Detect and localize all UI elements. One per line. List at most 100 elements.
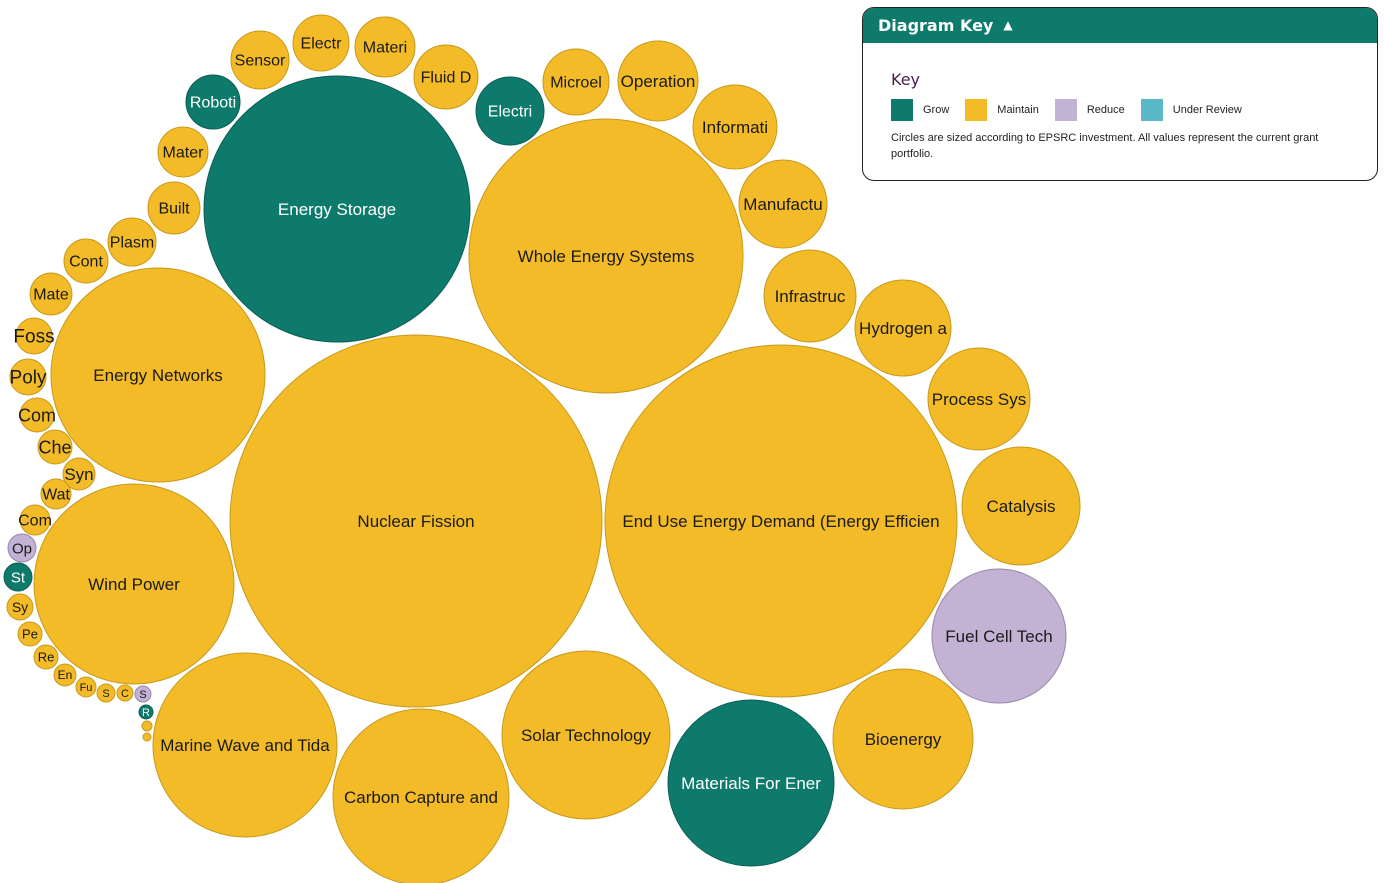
- bubble-foss[interactable]: Foss: [13, 317, 55, 355]
- bubble-mate[interactable]: Mate: [29, 272, 73, 316]
- bubble-circle[interactable]: [116, 684, 134, 702]
- bubble-wind-power[interactable]: Wind Power: [33, 483, 235, 685]
- bubble-circle[interactable]: [185, 74, 241, 130]
- bubble-circle[interactable]: [63, 238, 109, 284]
- bubble-circle[interactable]: [40, 478, 72, 510]
- bubble-poly[interactable]: Poly: [9, 358, 47, 396]
- bubble-materials-for-ener[interactable]: Materials For Ener: [667, 699, 835, 867]
- bubble-sy[interactable]: Sy: [6, 593, 34, 621]
- bubble-pe[interactable]: Pe: [17, 621, 43, 647]
- bubble-built[interactable]: Built: [147, 181, 201, 235]
- bubble-circle[interactable]: [9, 358, 47, 396]
- bubble-circle[interactable]: [542, 48, 610, 116]
- bubble-circle[interactable]: [692, 84, 778, 170]
- bubble-operation[interactable]: Operation: [617, 40, 699, 122]
- bubble-sensor[interactable]: Sensor: [230, 30, 290, 90]
- bubble-circle[interactable]: [50, 267, 266, 483]
- bubble-circle[interactable]: [354, 16, 416, 78]
- bubble-circle[interactable]: [667, 699, 835, 867]
- bubble-electri[interactable]: Electri: [475, 76, 545, 146]
- bubble-catalysis[interactable]: Catalysis: [961, 446, 1081, 566]
- bubble-circle[interactable]: [854, 279, 952, 377]
- bubble-circle[interactable]: [157, 126, 209, 178]
- bubble-roboti[interactable]: Roboti: [185, 74, 241, 130]
- bubble-circle[interactable]: [19, 504, 51, 536]
- bubble-circle[interactable]: [931, 568, 1067, 704]
- bubble-whole-energy-systems[interactable]: Whole Energy Systems: [468, 118, 744, 394]
- bubble-circle[interactable]: [832, 668, 974, 810]
- bubble-circle[interactable]: [29, 272, 73, 316]
- bubble-circle[interactable]: [53, 663, 77, 687]
- bubble-st[interactable]: St: [3, 562, 33, 592]
- bubble-mater[interactable]: Mater: [157, 126, 209, 178]
- bubble-circle[interactable]: [3, 562, 33, 592]
- bubble-fuel-cell-tech[interactable]: Fuel Cell Tech: [931, 568, 1067, 704]
- bubble-solar-technology[interactable]: Solar Technology: [501, 650, 671, 820]
- bubble-end-use-energy-demand-energy-efficien[interactable]: End Use Energy Demand (Energy Efficien: [604, 344, 958, 698]
- bubble-circle[interactable]: [7, 533, 37, 563]
- bubble-circle[interactable]: [763, 249, 857, 343]
- bubble-circle[interactable]: [961, 446, 1081, 566]
- bubble-circle[interactable]: [37, 429, 73, 465]
- bubble-re[interactable]: Re: [33, 644, 59, 670]
- bubble-circle[interactable]: [17, 621, 43, 647]
- bubble-circle[interactable]: [138, 704, 154, 720]
- bubble-circle[interactable]: [230, 30, 290, 90]
- bubble-circle[interactable]: [62, 457, 96, 491]
- bubble-unlabeled[interactable]: [142, 732, 152, 742]
- bubble-circle[interactable]: [15, 317, 53, 355]
- bubble-circle[interactable]: [332, 708, 510, 883]
- bubble-circle[interactable]: [6, 593, 34, 621]
- bubble-circle[interactable]: [152, 652, 338, 838]
- bubble-circle[interactable]: [292, 14, 350, 72]
- bubble-infrastruc[interactable]: Infrastruc: [763, 249, 857, 343]
- bubble-circle[interactable]: [142, 732, 152, 742]
- bubble-marine-wave-and-tida[interactable]: Marine Wave and Tida: [152, 652, 338, 838]
- bubble-circle[interactable]: [107, 217, 157, 267]
- bubble-energy-storage[interactable]: Energy Storage: [203, 75, 471, 343]
- bubble-circle[interactable]: [33, 644, 59, 670]
- bubble-fluid-d[interactable]: Fluid D: [413, 44, 479, 110]
- bubble-circle[interactable]: [19, 397, 55, 433]
- bubble-nuclear-fission[interactable]: Nuclear Fission: [229, 334, 603, 708]
- bubble-c[interactable]: C: [116, 684, 134, 702]
- bubble-manufactu[interactable]: Manufactu: [738, 159, 828, 249]
- bubble-en[interactable]: En: [53, 663, 77, 687]
- bubble-wat[interactable]: Wat: [40, 478, 72, 510]
- bubble-circle[interactable]: [604, 344, 958, 698]
- bubble-plasm[interactable]: Plasm: [107, 217, 157, 267]
- bubble-r[interactable]: R: [138, 704, 154, 720]
- bubble-circle[interactable]: [141, 720, 153, 732]
- bubble-circle[interactable]: [203, 75, 471, 343]
- bubble-circle[interactable]: [147, 181, 201, 235]
- bubble-circle[interactable]: [134, 685, 152, 703]
- bubble-process-sys[interactable]: Process Sys: [927, 347, 1031, 451]
- bubble-unlabeled[interactable]: [141, 720, 153, 732]
- bubble-circle[interactable]: [501, 650, 671, 820]
- bubble-circle[interactable]: [617, 40, 699, 122]
- bubble-circle[interactable]: [96, 683, 116, 703]
- bubble-circle[interactable]: [927, 347, 1031, 451]
- bubble-s[interactable]: S: [96, 683, 116, 703]
- bubble-electr[interactable]: Electr: [292, 14, 350, 72]
- bubble-cont[interactable]: Cont: [63, 238, 109, 284]
- diagram-key-toggle[interactable]: Diagram Key ▲: [863, 8, 1377, 43]
- bubble-microel[interactable]: Microel: [542, 48, 610, 116]
- bubble-circle[interactable]: [738, 159, 828, 249]
- bubble-energy-networks[interactable]: Energy Networks: [50, 267, 266, 483]
- bubble-informati[interactable]: Informati: [692, 84, 778, 170]
- bubble-carbon-capture-and[interactable]: Carbon Capture and: [332, 708, 510, 883]
- bubble-bioenergy[interactable]: Bioenergy: [832, 668, 974, 810]
- bubble-circle[interactable]: [475, 76, 545, 146]
- bubble-com[interactable]: Com: [18, 504, 52, 536]
- bubble-circle[interactable]: [33, 483, 235, 685]
- bubble-fu[interactable]: Fu: [75, 676, 97, 698]
- bubble-che[interactable]: Che: [37, 429, 73, 465]
- bubble-op[interactable]: Op: [7, 533, 37, 563]
- bubble-hydrogen-a[interactable]: Hydrogen a: [854, 279, 952, 377]
- bubble-com[interactable]: Com: [18, 397, 56, 433]
- bubble-circle[interactable]: [75, 676, 97, 698]
- bubble-circle[interactable]: [229, 334, 603, 708]
- bubble-s[interactable]: S: [134, 685, 152, 703]
- bubble-materi[interactable]: Materi: [354, 16, 416, 78]
